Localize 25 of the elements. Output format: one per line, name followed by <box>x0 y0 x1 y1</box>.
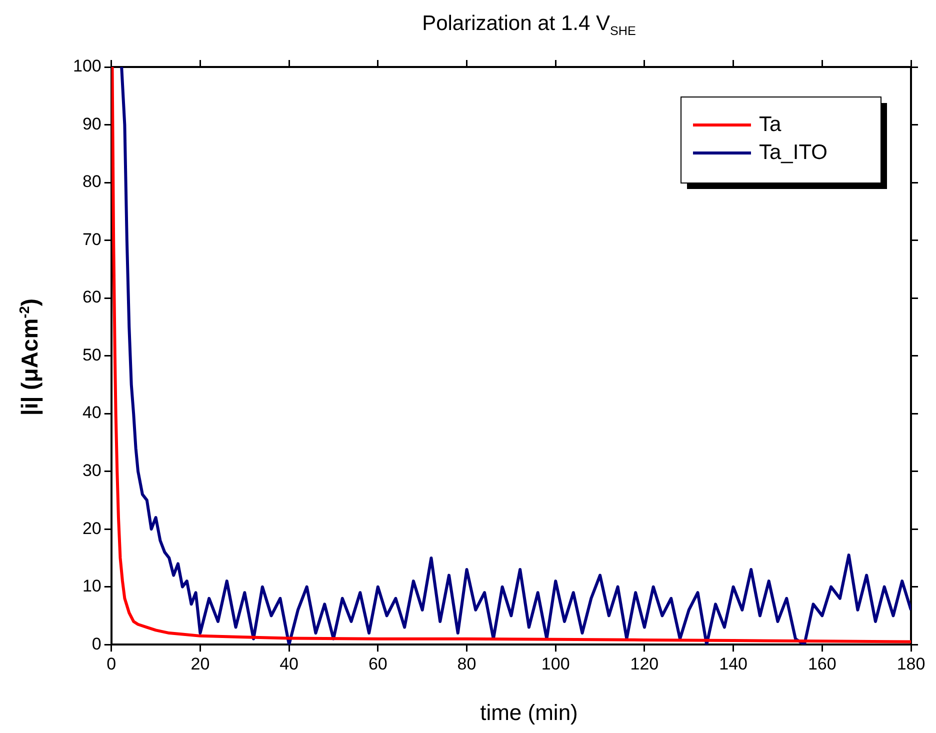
x-tick-label: 120 <box>630 654 659 674</box>
x-tick-label: 20 <box>190 654 210 674</box>
x-tick-label: 40 <box>280 654 299 674</box>
y-tick-label: 80 <box>82 172 102 192</box>
x-axis-title: time (min) <box>479 700 579 726</box>
chart-title: Polarization at 1.4 V$_{SHE}$ <box>421 12 637 38</box>
y-tick-label: 60 <box>82 288 102 307</box>
y-tick-label: 100 <box>72 56 102 76</box>
x-tick-label: 160 <box>808 654 836 674</box>
y-tick-label: 50 <box>82 345 102 364</box>
legend-label: Ta <box>759 112 782 136</box>
y-tick-label: 20 <box>82 518 102 538</box>
x-tick-label: 140 <box>719 654 748 674</box>
y-tick-label: 0 <box>92 634 102 654</box>
x-tick-label: 80 <box>457 654 476 674</box>
y-tick-label: 30 <box>82 461 102 480</box>
x-tick-label: 0 <box>106 654 116 674</box>
y-tick-label: 90 <box>82 114 102 134</box>
y-tick-label: 70 <box>82 230 102 249</box>
y-tick-label: 10 <box>82 576 102 596</box>
legend-label: Ta_ITO <box>759 140 828 164</box>
y-tick-label: 40 <box>82 403 102 422</box>
x-tick-label: 60 <box>368 654 388 674</box>
x-tick-label: 100 <box>541 654 570 674</box>
x-tick-label: 180 <box>896 654 926 674</box>
